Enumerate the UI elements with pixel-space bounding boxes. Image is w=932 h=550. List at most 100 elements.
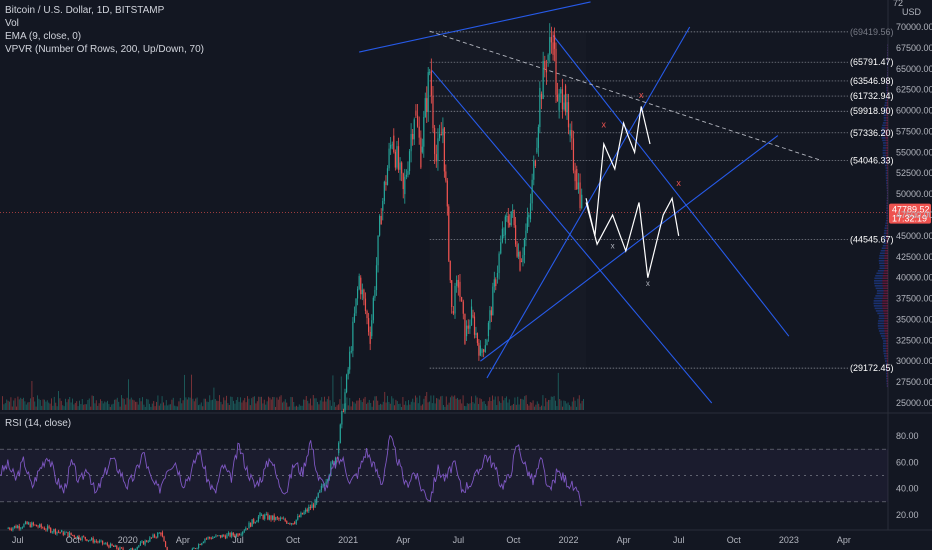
candle-body [260,515,263,516]
volume-bar [97,405,99,410]
vpvr-bar-up [886,202,888,204]
candle-body [76,535,79,539]
volume-bar [387,395,388,410]
candle-body [272,515,274,520]
candle-body [452,311,454,314]
price-tick-label: 35000.00 [896,314,932,324]
vpvr-bar-up [885,179,888,182]
vpvr-bar-up [885,372,888,375]
vpvr-bar-down [883,322,888,325]
candle-body [547,54,549,61]
candle-body [577,182,580,190]
candle-body [157,533,159,538]
volume-bar [170,404,171,410]
vpvr-bar-up [883,234,887,237]
rsi-legend[interactable]: RSI (14, close) [5,418,72,429]
volume-bar [514,397,516,410]
candle-body [404,176,406,195]
volume-bar [542,395,544,410]
volume-bar [275,406,276,410]
candle-body [443,127,445,172]
volume-bar [527,404,528,410]
volume-bar [569,405,570,410]
candle-body [558,93,560,111]
candle-body [461,297,463,302]
candle-body [563,102,565,110]
volume-bar [247,396,248,410]
vpvr-bar-down [885,152,888,154]
candle-body [426,98,428,113]
price-levels: (69419.56) (65791.47) (63546.98) (61732.94)… [0,27,931,373]
candle-body [475,333,477,335]
vpvr-bar-up [874,277,883,280]
volume-bar [157,395,159,410]
volume-bar [287,406,289,410]
indicator-ema[interactable]: EMA (9, close, 0) [5,31,82,42]
candle-body [462,301,464,314]
volume-bar [457,397,458,410]
vpvr-bar-up [883,232,887,234]
volume-bar [284,399,286,410]
volume-bar [31,380,33,410]
volume-bar [496,405,498,410]
volume-bar [164,405,166,410]
vpvr-bar-down [886,227,888,229]
volume-bar [161,396,163,410]
indicator-vol[interactable]: Vol [5,18,19,29]
vpvr-bar-up [886,199,888,202]
vpvr-bar-down [887,172,888,174]
candle-body [227,532,230,535]
vpvr-bar-down [883,269,888,272]
vpvr-bar-down [885,137,888,139]
vpvr-bar-up [873,300,883,302]
candle-body [164,541,167,547]
vpvr-bar-up [886,76,888,79]
vpvr-bar-down [886,109,888,112]
vpvr-bar-down [887,204,888,207]
candle-body [448,206,450,261]
time-tick-label: Apr [617,535,631,545]
volume-bar [395,399,397,410]
candle-body [231,532,233,537]
candle-body [418,126,420,138]
candle-body [207,537,209,539]
volume-bar [212,399,213,410]
volume-bar [506,396,507,410]
volume-bar [2,396,3,410]
volume-bar [520,398,521,410]
candle-body [248,522,250,529]
time-tick-label: Oct [506,535,521,545]
candle-body [545,69,548,73]
volume-bar [444,406,446,410]
volume-bar [163,402,164,410]
volume-bar [115,399,117,410]
volume-bar [23,397,24,410]
price-tick-label: 67500.00 [896,43,932,53]
volume-bar [567,402,569,410]
volume-bar [583,398,584,410]
volume-bar [322,401,324,410]
vpvr-bar-down [887,94,888,97]
candle-body [242,531,244,535]
volume-bar [280,395,282,410]
vpvr-bar-up [881,127,886,129]
level-label: (29172.45) [850,363,894,373]
candle-body [504,216,506,235]
candle-body [256,521,258,523]
volume-bar [202,406,204,410]
vpvr-bar-up [878,259,885,262]
indicator-vpvr[interactable]: VPVR (Number Of Rows, 200, Up/Down, 70) [5,44,204,55]
candle-body [54,529,57,534]
volume-bar [318,404,320,410]
volume-bar [66,402,68,410]
time-tick-label: Apr [837,535,851,545]
candle-body [57,531,60,533]
price-tick-label: 55000.00 [896,147,932,157]
volume-bar [143,404,145,410]
vpvr-bar-down [887,219,888,222]
vpvr-bar-up [886,79,888,82]
volume-bar [521,398,523,410]
volume-bar [451,395,453,410]
candle-body [383,181,385,201]
